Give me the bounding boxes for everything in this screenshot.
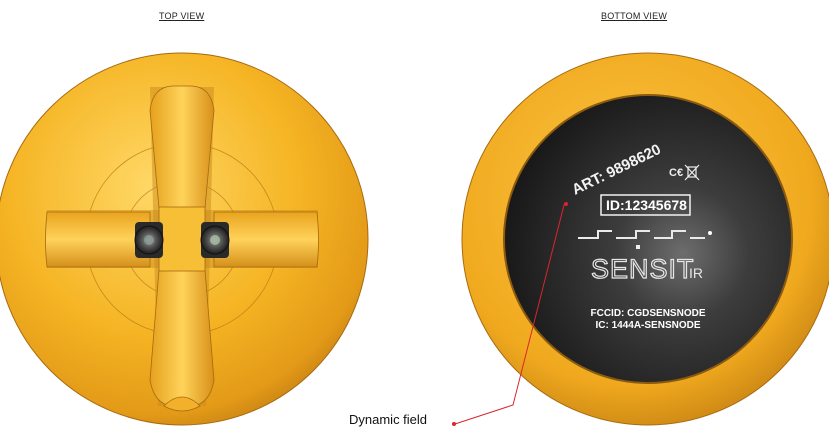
center-cross <box>158 206 206 272</box>
horizontal-arm-left <box>45 211 151 268</box>
bottom-view: ART: 9898620 C€ ID:12345678 SENSIT IR FC… <box>461 52 829 426</box>
vertical-arm-bottom <box>149 269 215 407</box>
dynamic-field-callout <box>452 202 568 426</box>
logo-mark-icon <box>578 230 712 239</box>
vertical-arm-top <box>149 85 215 209</box>
top-view <box>0 52 369 426</box>
weee-bin-icon <box>684 164 700 181</box>
id-value: ID:12345678 <box>606 197 687 213</box>
callout-label: Dynamic field <box>349 412 428 427</box>
label-disc <box>503 94 793 384</box>
callout-anchor-dot <box>564 202 568 206</box>
brand-name: SENSIT <box>591 254 695 284</box>
left-lens-center <box>144 235 154 245</box>
fccid-text: FCCID: CGDSENSNODE <box>590 308 705 319</box>
top-view-title: TOP VIEW <box>159 11 205 21</box>
logo-dot <box>636 245 640 249</box>
brand-suffix: IR <box>689 265 703 281</box>
right-lens-center <box>210 235 220 245</box>
horizontal-arm-right <box>213 211 319 268</box>
ce-mark-icon: C€ <box>669 167 683 179</box>
bottom-tab <box>163 396 201 412</box>
ic-text: IC: 1444A-SENSNODE <box>595 320 700 331</box>
id-box <box>600 194 691 216</box>
bottom-view-title: BOTTOM VIEW <box>601 11 668 21</box>
callout-dot <box>452 422 456 426</box>
